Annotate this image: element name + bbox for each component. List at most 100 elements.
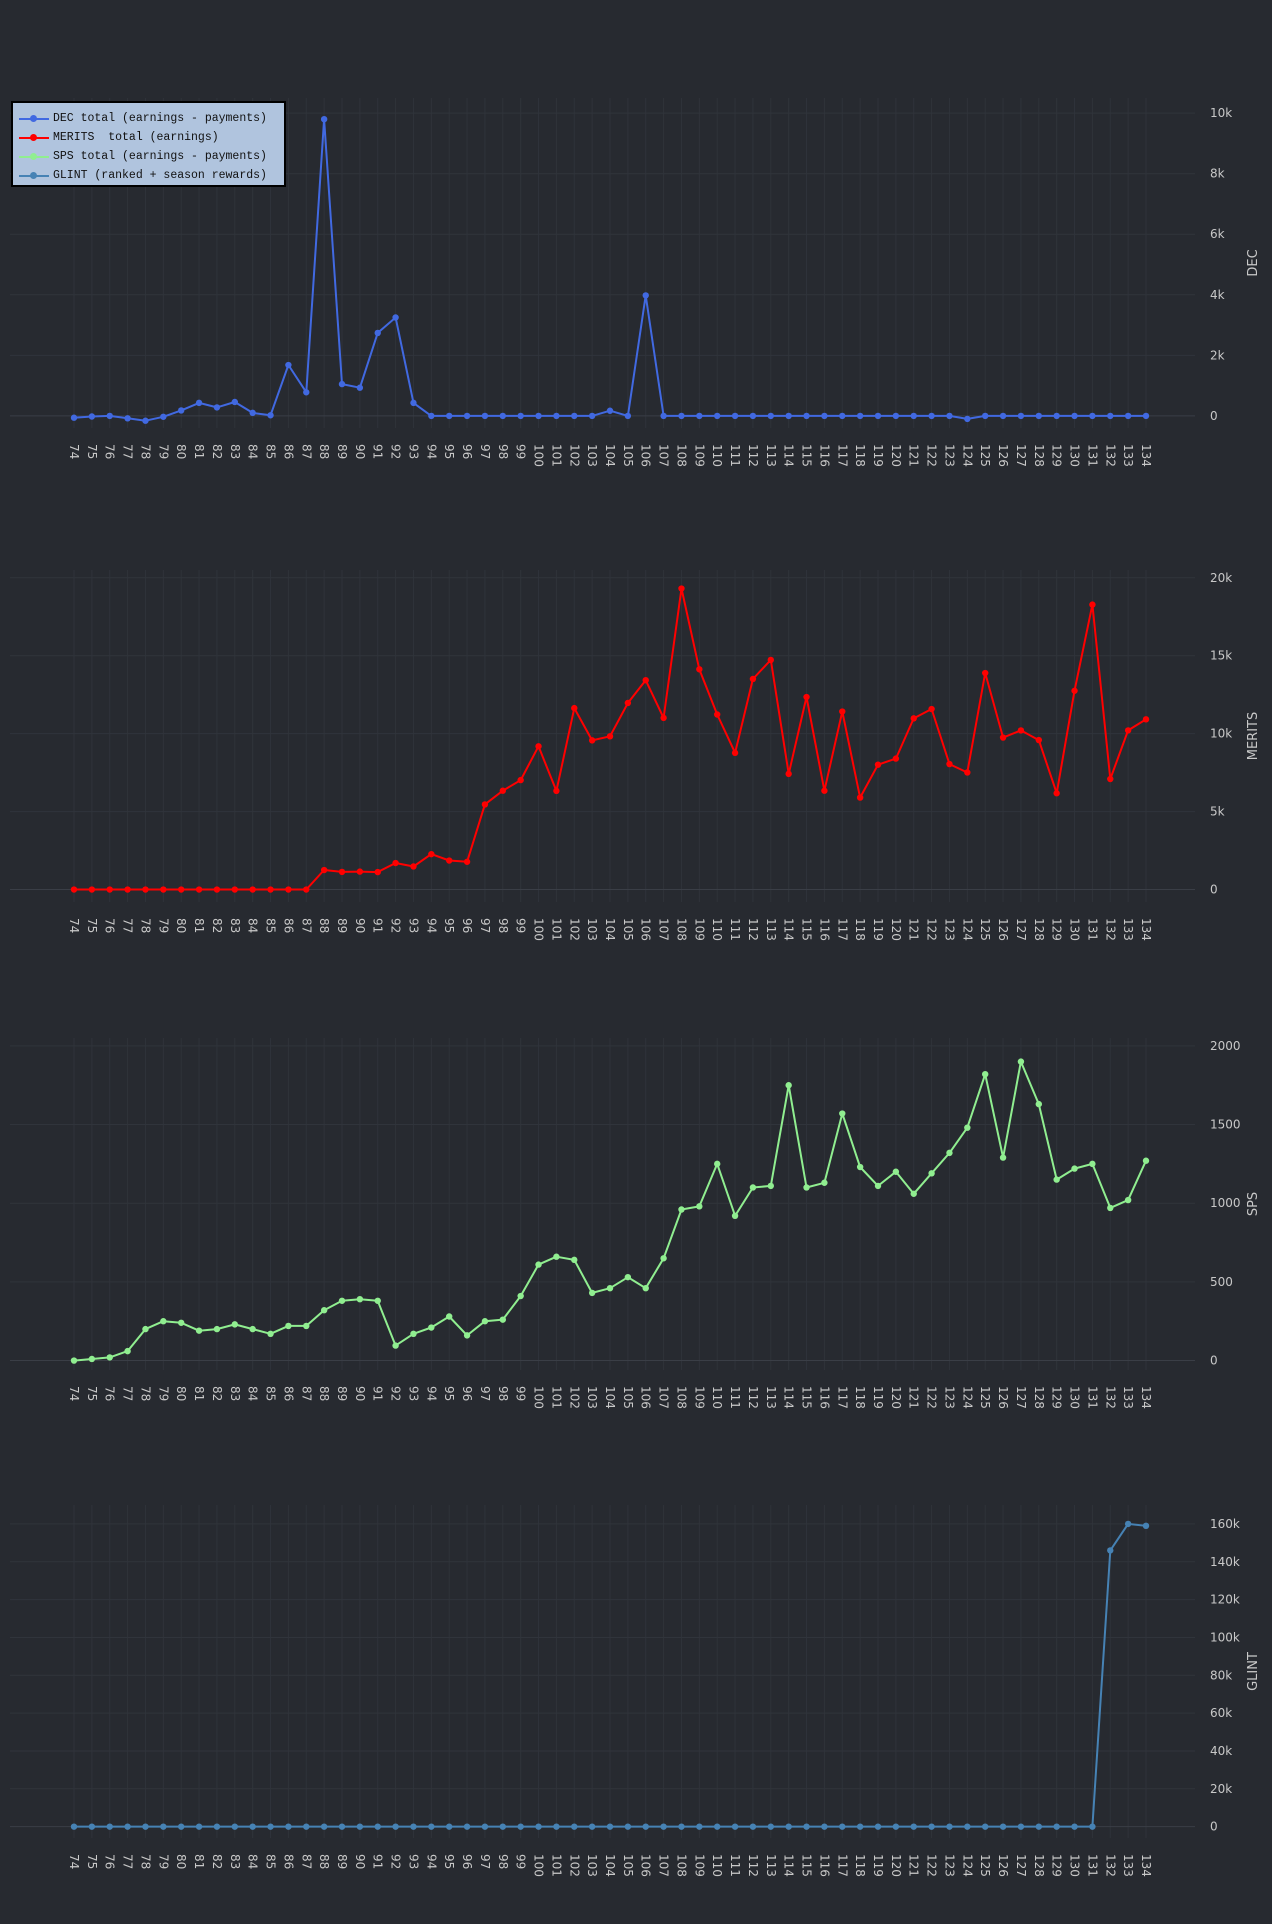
x-tick-label: 106 bbox=[639, 444, 653, 467]
x-tick-label: 104 bbox=[603, 444, 617, 467]
x-tick-label: 101 bbox=[549, 444, 563, 467]
x-tick-label: 124 bbox=[960, 444, 974, 467]
data-point bbox=[231, 398, 238, 406]
data-point bbox=[213, 886, 221, 893]
data-point bbox=[303, 1823, 310, 1830]
legend-item[interactable]: GLINT (ranked + season rewards) bbox=[19, 166, 284, 185]
x-tick-label: 110 bbox=[710, 918, 724, 941]
data-point bbox=[999, 734, 1007, 741]
data-point bbox=[910, 1823, 917, 1830]
x-tick-label: 133 bbox=[1121, 918, 1135, 941]
data-point bbox=[606, 733, 614, 740]
x-tick-label: 134 bbox=[1139, 444, 1153, 467]
x-tick-label: 117 bbox=[835, 444, 849, 467]
data-point bbox=[1053, 790, 1060, 797]
x-tick-label: 134 bbox=[1139, 1854, 1153, 1877]
x-tick-label: 129 bbox=[1050, 444, 1064, 467]
data-point bbox=[70, 1823, 78, 1830]
data-point bbox=[678, 412, 685, 420]
y-tick-label: 80k bbox=[1210, 1668, 1232, 1682]
x-tick-label: 74 bbox=[67, 1386, 81, 1401]
x-tick-label: 90 bbox=[353, 918, 367, 933]
data-point bbox=[1035, 412, 1043, 420]
y-axis-label: SPS bbox=[1246, 1192, 1261, 1216]
data-point bbox=[106, 1354, 113, 1361]
x-tick-label: 120 bbox=[889, 918, 903, 941]
x-tick-label: 107 bbox=[657, 444, 671, 467]
legend: DEC total (earnings - payments) MERITS to… bbox=[11, 101, 286, 187]
data-point bbox=[320, 115, 328, 123]
x-tick-label: 98 bbox=[496, 1386, 510, 1401]
x-tick-label: 97 bbox=[478, 1854, 492, 1869]
data-point bbox=[731, 1823, 739, 1830]
x-tick-label: 123 bbox=[942, 1854, 956, 1877]
data-point bbox=[731, 412, 739, 420]
x-tick-label: 74 bbox=[67, 444, 81, 459]
data-point bbox=[320, 866, 328, 874]
data-point bbox=[160, 1318, 167, 1325]
x-tick-label: 84 bbox=[246, 1386, 260, 1401]
data-point bbox=[463, 858, 471, 865]
x-tick-label: 128 bbox=[1032, 918, 1046, 941]
x-tick-label: 90 bbox=[353, 444, 367, 459]
data-point bbox=[928, 1823, 935, 1830]
legend-label: DEC total (earnings - payments) bbox=[53, 112, 267, 125]
data-point bbox=[731, 1212, 739, 1220]
data-point bbox=[999, 1823, 1007, 1830]
x-tick-label: 122 bbox=[925, 918, 939, 941]
data-point bbox=[70, 886, 78, 893]
data-point bbox=[624, 1273, 632, 1281]
data-point bbox=[1053, 412, 1060, 420]
x-tick-label: 82 bbox=[210, 444, 224, 459]
x-tick-label: 75 bbox=[85, 444, 99, 459]
y-axis-label: DEC bbox=[1246, 249, 1261, 276]
x-tick-label: 81 bbox=[192, 918, 206, 933]
data-point bbox=[446, 1313, 453, 1320]
data-point bbox=[946, 1149, 953, 1157]
legend-item[interactable]: DEC total (earnings - payments) bbox=[19, 109, 284, 128]
data-point bbox=[821, 412, 828, 420]
x-tick-label: 106 bbox=[639, 1854, 653, 1877]
x-tick-label: 91 bbox=[371, 918, 385, 933]
data-point bbox=[178, 1319, 185, 1326]
data-point bbox=[178, 886, 185, 893]
data-point bbox=[1089, 412, 1096, 420]
legend-item[interactable]: SPS total (earnings - payments) bbox=[19, 147, 284, 166]
x-tick-label: 116 bbox=[817, 918, 831, 941]
y-tick-label: 120k bbox=[1210, 1593, 1240, 1607]
legend-item[interactable]: MERITS total (earnings) bbox=[19, 128, 284, 147]
data-point bbox=[928, 412, 935, 420]
x-tick-label: 89 bbox=[335, 918, 349, 933]
x-tick-label: 118 bbox=[853, 1386, 867, 1409]
data-point bbox=[124, 1347, 131, 1355]
data-point bbox=[499, 787, 506, 794]
y-tick-label: 4k bbox=[1210, 288, 1225, 302]
data-point bbox=[481, 412, 489, 420]
x-tick-label: 114 bbox=[782, 444, 796, 467]
data-point bbox=[588, 737, 596, 744]
x-tick-label: 102 bbox=[567, 1386, 581, 1409]
x-tick-label: 107 bbox=[657, 918, 671, 941]
data-point bbox=[142, 417, 149, 424]
x-tick-label: 87 bbox=[299, 1854, 313, 1869]
data-point bbox=[1053, 1176, 1060, 1183]
x-tick-label: 102 bbox=[567, 918, 581, 941]
data-point bbox=[964, 415, 971, 423]
x-tick-label: 133 bbox=[1121, 1386, 1135, 1409]
x-tick-label: 100 bbox=[532, 918, 546, 941]
legend-label: MERITS total (earnings) bbox=[53, 131, 219, 144]
x-tick-label: 120 bbox=[889, 1854, 903, 1877]
data-point bbox=[731, 749, 739, 757]
data-point bbox=[428, 1324, 435, 1331]
data-point bbox=[874, 1182, 882, 1190]
x-tick-label: 127 bbox=[1014, 1386, 1028, 1409]
y-tick-label: 0 bbox=[1210, 409, 1218, 423]
data-point bbox=[88, 886, 96, 893]
x-tick-label: 121 bbox=[907, 444, 921, 467]
x-tick-label: 112 bbox=[746, 444, 760, 467]
data-point bbox=[606, 1284, 614, 1292]
x-tick-label: 87 bbox=[299, 444, 313, 459]
x-tick-label: 132 bbox=[1103, 444, 1117, 467]
data-point bbox=[213, 404, 221, 411]
x-tick-label: 83 bbox=[228, 1386, 242, 1401]
